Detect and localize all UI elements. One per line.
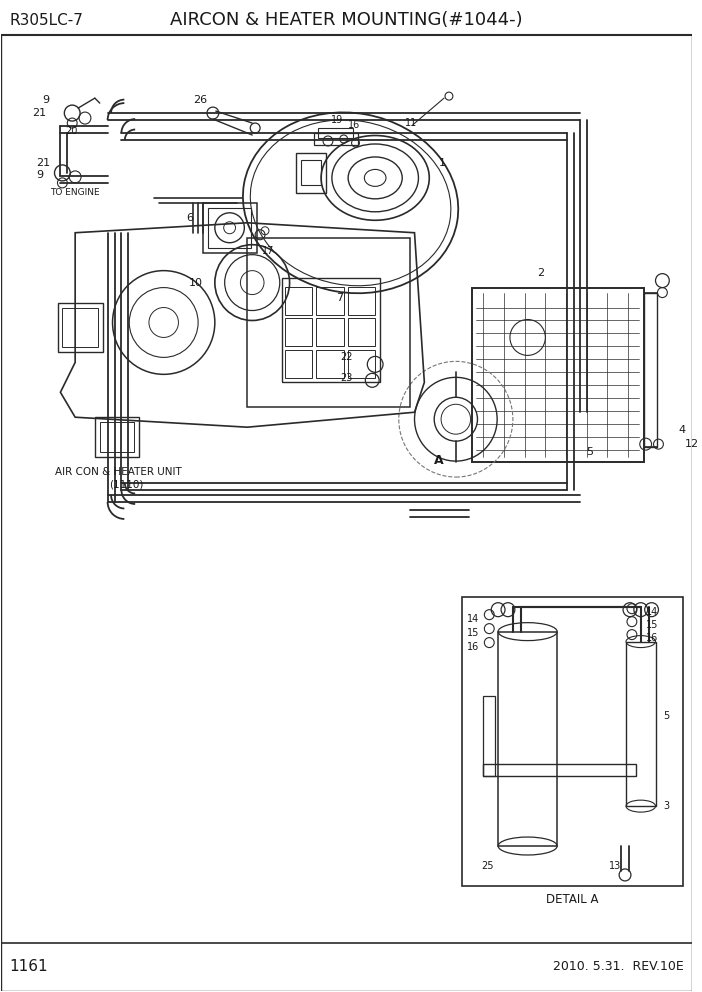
- Bar: [296, 153, 326, 192]
- Text: 13: 13: [609, 861, 621, 871]
- Text: 5: 5: [587, 447, 594, 457]
- Text: 6: 6: [186, 212, 193, 223]
- Text: 25: 25: [482, 861, 494, 871]
- Text: DETAIL A: DETAIL A: [546, 894, 599, 907]
- Bar: [285, 318, 312, 346]
- Bar: [316, 350, 344, 378]
- Text: 7: 7: [336, 293, 343, 303]
- Text: 23: 23: [340, 373, 352, 383]
- Bar: [626, 642, 656, 806]
- Text: 21: 21: [36, 158, 50, 168]
- Bar: [58, 303, 102, 352]
- Text: (1110): (1110): [110, 479, 144, 489]
- Text: 2: 2: [538, 268, 545, 278]
- Text: 11: 11: [404, 118, 417, 128]
- Text: AIRCON & HEATER MOUNTING(#1044-): AIRCON & HEATER MOUNTING(#1044-): [171, 11, 523, 30]
- Text: 12: 12: [685, 439, 699, 449]
- Bar: [484, 764, 636, 776]
- Text: 15: 15: [646, 620, 658, 630]
- Bar: [347, 318, 375, 346]
- Bar: [484, 696, 495, 776]
- Bar: [203, 202, 257, 253]
- Text: 14: 14: [467, 614, 479, 624]
- Bar: [301, 160, 321, 185]
- Bar: [62, 308, 98, 347]
- Bar: [282, 278, 380, 382]
- Text: AIR CON & HEATER UNIT: AIR CON & HEATER UNIT: [55, 467, 183, 477]
- Bar: [316, 318, 344, 346]
- Bar: [472, 288, 644, 462]
- Text: 26: 26: [193, 95, 207, 105]
- Text: 1161: 1161: [9, 959, 48, 974]
- Bar: [498, 632, 557, 846]
- Bar: [347, 350, 375, 378]
- Bar: [208, 207, 251, 248]
- Bar: [247, 238, 409, 408]
- Text: 16: 16: [646, 633, 658, 643]
- Text: TO ENGINE: TO ENGINE: [51, 188, 100, 197]
- Text: 4: 4: [678, 426, 685, 435]
- Text: 19: 19: [331, 115, 343, 125]
- Bar: [285, 287, 312, 314]
- Text: 17: 17: [262, 246, 274, 256]
- Text: 9: 9: [42, 95, 50, 105]
- Bar: [318, 128, 352, 138]
- Text: A: A: [435, 453, 444, 466]
- Bar: [95, 418, 139, 457]
- Text: 9: 9: [36, 170, 43, 180]
- Bar: [644, 293, 658, 447]
- Text: 2010. 5.31.  REV.10E: 2010. 5.31. REV.10E: [553, 960, 684, 973]
- Text: 14: 14: [646, 607, 658, 617]
- Bar: [100, 423, 134, 452]
- Text: 16: 16: [467, 642, 479, 652]
- Bar: [316, 287, 344, 314]
- Bar: [285, 350, 312, 378]
- Bar: [462, 597, 683, 886]
- Text: 3: 3: [663, 802, 670, 811]
- Text: 5: 5: [663, 711, 670, 721]
- Bar: [314, 133, 359, 145]
- Text: 10: 10: [189, 278, 203, 288]
- Text: 22: 22: [340, 352, 352, 362]
- Bar: [347, 287, 375, 314]
- Text: 16: 16: [347, 120, 360, 130]
- Text: 21: 21: [32, 108, 46, 118]
- Text: R305LC-7: R305LC-7: [9, 13, 83, 28]
- Text: 20: 20: [65, 126, 78, 136]
- Text: 15: 15: [467, 628, 479, 638]
- Text: 1: 1: [439, 158, 446, 168]
